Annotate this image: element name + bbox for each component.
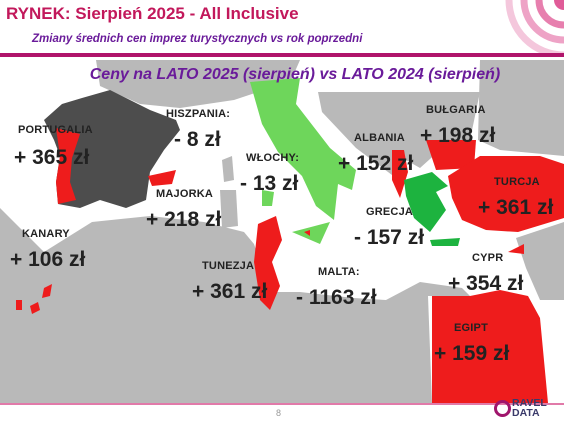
region-crete: [430, 238, 460, 246]
region-portugalia: [56, 128, 80, 204]
region-grecja: [404, 172, 448, 232]
label-majorka-value: + 218 zł: [146, 208, 222, 231]
label-tunezja-value: + 361 zł: [192, 280, 268, 303]
land-corsica: [222, 156, 234, 182]
page-subtitle: Zmiany średnich cen imprez turystycznych…: [32, 33, 363, 45]
page-title: RYNEK: Sierpień 2025 - All Inclusive: [6, 4, 299, 23]
header-divider: [0, 53, 564, 57]
label-hiszpania-country: HISZPANIA:: [166, 108, 231, 120]
label-portugalia-country: PORTUGALIA: [18, 124, 93, 136]
region-wlochy: [250, 78, 356, 220]
label-grecja-value: - 157 zł: [354, 226, 425, 249]
header: RYNEK: Sierpień 2025 - All Inclusive Zmi…: [0, 0, 564, 60]
label-bulgaria-country: BUŁGARIA: [426, 104, 486, 116]
logo-text: RAVEL DATA: [512, 397, 547, 419]
label-malta-country: MALTA:: [318, 266, 360, 278]
label-albania-value: + 152 zł: [338, 152, 414, 175]
region-kanary-2: [30, 302, 40, 314]
region-albania: [392, 150, 408, 198]
label-bulgaria-value: + 198 zł: [420, 124, 496, 147]
logo-text-line1: RAVEL: [512, 397, 547, 409]
label-egipt-value: + 159 zł: [434, 342, 510, 365]
mediterranean-map: [0, 60, 564, 403]
label-kanary-country: KANARY: [22, 228, 70, 240]
land-levant: [516, 222, 564, 300]
region-bulgaria: [426, 140, 476, 170]
label-cypr-value: + 354 zł: [448, 272, 524, 295]
label-hiszpania-value: - 8 zł: [174, 128, 221, 151]
region-sicily: [292, 222, 330, 244]
label-wlochy-country: WŁOCHY:: [246, 152, 300, 164]
logo: RAVEL DATA: [494, 398, 562, 422]
label-cypr-country: CYPR: [472, 252, 504, 264]
label-kanary-value: + 106 zł: [10, 248, 86, 271]
label-majorka-country: MAJORKA: [156, 188, 214, 200]
decorative-circles-icon: [505, 0, 564, 56]
land-france: [96, 60, 300, 108]
land-balkans: [318, 92, 480, 178]
page-number: 8: [276, 408, 282, 418]
label-albania-country: ALBANIA: [354, 132, 405, 144]
footer-divider: [0, 403, 564, 405]
region-malta: [304, 230, 310, 236]
logo-ring-icon: [494, 400, 511, 417]
label-malta-value: - 1163 zł: [296, 286, 377, 309]
label-wlochy-value: - 13 zł: [240, 172, 299, 195]
label-portugalia-value: + 365 zł: [14, 146, 90, 169]
land-east: [478, 60, 564, 156]
label-egipt-country: EGIPT: [454, 322, 489, 334]
region-egipt: [432, 290, 548, 403]
label-turcja-country: TURCJA: [494, 176, 540, 188]
label-tunezja-country: TUNEZJA: [202, 260, 255, 272]
region-turcja: [448, 156, 564, 232]
logo-text-line2: DATA: [512, 407, 540, 419]
region-majorka: [148, 170, 176, 186]
region-cypr: [508, 244, 524, 254]
region-tunezja: [254, 216, 282, 310]
region-sardinia-green: [262, 190, 274, 206]
label-turcja-value: + 361 zł: [478, 196, 554, 219]
map-title: Ceny na LATO 2025 (sierpień) vs LATO 202…: [89, 66, 501, 83]
land-north-africa: [0, 208, 470, 403]
region-kanary-3: [42, 284, 52, 298]
label-grecja-country: GRECJA: [366, 206, 414, 218]
region-iberia: [44, 90, 180, 208]
land-sardinia: [220, 190, 238, 228]
region-kanary-1: [16, 300, 22, 310]
